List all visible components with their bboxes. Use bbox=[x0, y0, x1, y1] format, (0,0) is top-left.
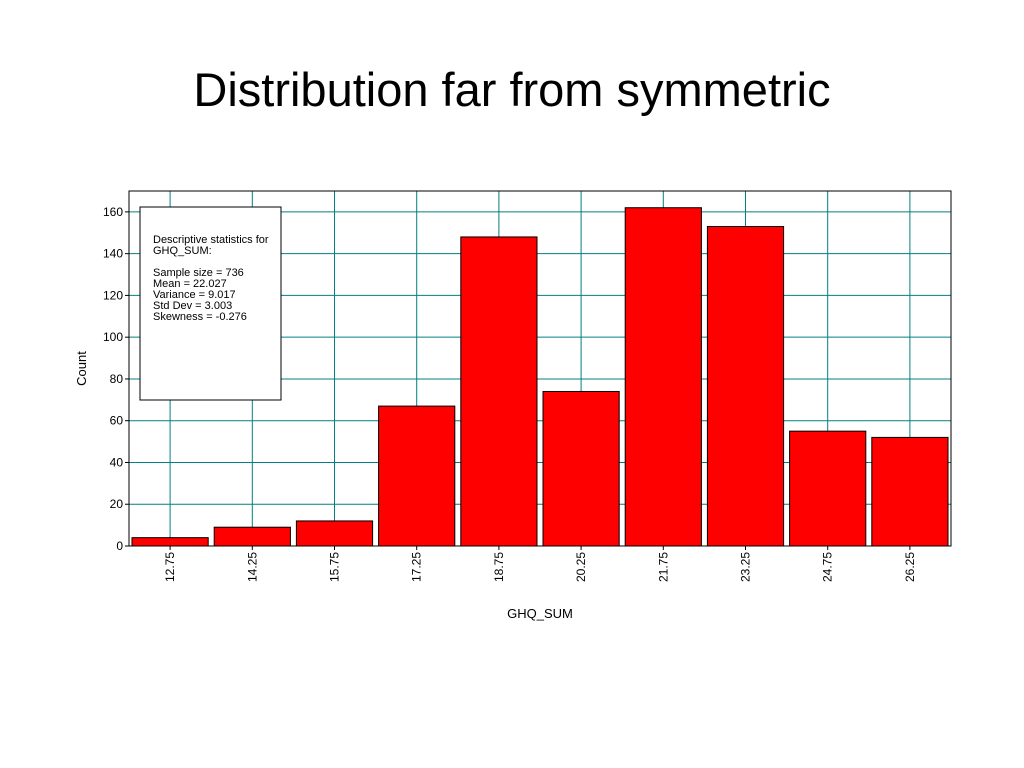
stats-line: GHQ_SUM: bbox=[153, 245, 212, 257]
stats-line: Std Dev = 3.003 bbox=[153, 300, 232, 312]
bar-18.75 bbox=[460, 236, 538, 547]
y-tick-label: 140 bbox=[103, 247, 123, 261]
x-tick-label: 24.75 bbox=[821, 552, 835, 582]
x-tick-label: 14.25 bbox=[245, 552, 259, 582]
y-tick-label: 80 bbox=[110, 372, 124, 386]
stats-line: Variance = 9.017 bbox=[153, 289, 236, 301]
y-tick-label: 120 bbox=[103, 288, 123, 302]
x-tick-label: 17.25 bbox=[410, 552, 424, 582]
bar-23.25 bbox=[706, 226, 785, 547]
slide-title: Distribution far from symmetric bbox=[193, 63, 831, 116]
y-tick-label: 40 bbox=[110, 455, 124, 469]
bar-12.75 bbox=[131, 537, 209, 547]
stats-box-frame bbox=[139, 206, 282, 401]
x-tick-label: 15.75 bbox=[328, 552, 342, 582]
x-tick-label: 20.25 bbox=[574, 552, 588, 582]
bar-20.25 bbox=[542, 390, 620, 547]
x-axis-ticks: 12.75 14.25 15.75 17.25 18.75 20.25 21.75 23.25… bbox=[163, 546, 917, 582]
x-tick-label: 23.25 bbox=[739, 552, 753, 582]
y-tick-label: 100 bbox=[103, 330, 123, 344]
y-tick-label: 0 bbox=[116, 539, 123, 553]
bar-15.75 bbox=[295, 520, 374, 547]
bar-24.75 bbox=[789, 430, 867, 547]
bars-layer bbox=[131, 207, 949, 547]
x-axis-label: GHQ_SUM bbox=[507, 606, 573, 621]
bar-26.25 bbox=[871, 436, 949, 547]
x-tick-label: 12.75 bbox=[163, 552, 177, 582]
y-tick-label: 60 bbox=[110, 414, 124, 428]
stats-line: Sample size = 736 bbox=[153, 267, 244, 279]
x-tick-label: 18.75 bbox=[492, 552, 506, 582]
y-axis-label: Count bbox=[74, 351, 89, 386]
bar-14.25 bbox=[213, 526, 291, 547]
stats-line: Mean = 22.027 bbox=[153, 278, 227, 290]
bar-21.75 bbox=[624, 207, 702, 547]
bar-17.25 bbox=[378, 405, 456, 547]
y-tick-label: 20 bbox=[110, 497, 124, 511]
stats-line: Skewness = -0.276 bbox=[153, 311, 247, 323]
stats-line: Descriptive statistics for bbox=[153, 234, 269, 246]
x-tick-label: 26.25 bbox=[903, 552, 917, 582]
y-axis-ticks: 0 20 40 60 80 100 120 140 160 bbox=[103, 205, 129, 553]
x-tick-label: 21.75 bbox=[656, 552, 670, 582]
y-tick-label: 160 bbox=[103, 205, 123, 219]
plot-frame bbox=[128, 190, 952, 547]
